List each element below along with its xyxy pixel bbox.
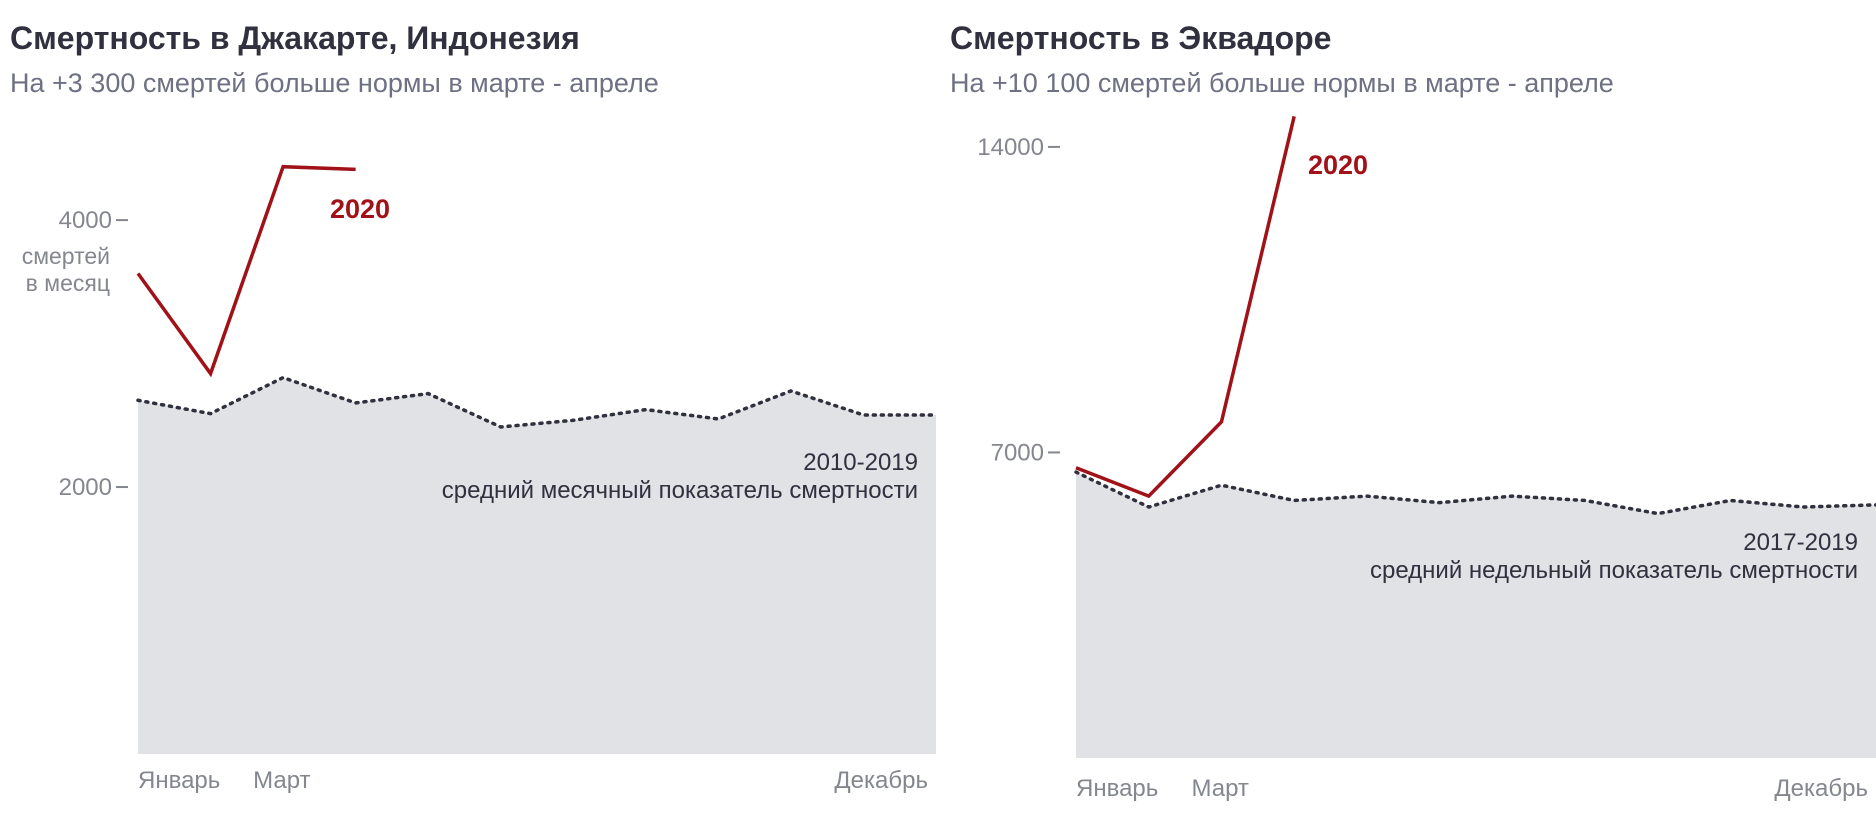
baseline-label-years: 2010-2019	[803, 449, 918, 476]
series-2020-line	[1075, 115, 1296, 499]
y-tick-label: 2000	[59, 474, 112, 501]
baseline-area	[1076, 472, 1876, 758]
series-2020-label: 2020	[1308, 150, 1368, 180]
chart-subtitle: На +3 300 смертей больше нормы в марте -…	[10, 68, 659, 98]
x-tick-label: Январь	[1076, 775, 1158, 802]
baseline-area	[138, 377, 936, 754]
baseline-label-description: средний месячный показатель смертности	[442, 477, 918, 504]
baseline-label-years: 2017-2019	[1743, 529, 1858, 556]
series-2020-line	[136, 164, 356, 378]
chart-panel-ecuador: 2020 2017-2019 средний недельный показател…	[940, 0, 1876, 814]
chart-subtitle: На +10 100 смертей больше нормы в марте …	[950, 68, 1614, 98]
y-axis-label: смертей	[22, 243, 110, 269]
y-tick-label: 4000	[59, 207, 112, 234]
series-2020-label: 2020	[330, 194, 390, 224]
baseline-dotted-line	[1074, 470, 1876, 516]
x-tick-label: Март	[1191, 775, 1248, 802]
baseline-dotted-line	[136, 375, 938, 429]
chart-title: Смертность в Джакарте, Индонезия	[10, 20, 580, 56]
x-tick-label: Март	[253, 767, 310, 794]
chart-title: Смертность в Эквадоре	[950, 20, 1332, 56]
x-tick-label: Декабрь	[1774, 775, 1868, 802]
y-tick-label: 7000	[991, 439, 1044, 466]
baseline-label-description: средний недельный показатель смертности	[1370, 557, 1858, 584]
x-tick-label: Декабрь	[834, 767, 928, 794]
y-tick-label: 14000	[977, 134, 1044, 161]
y-axis-label: в месяц	[26, 270, 110, 296]
x-tick-label: Январь	[138, 767, 220, 794]
chart-panel-jakarta: 2020 2010-2019 средний месячный показатель…	[10, 20, 938, 794]
